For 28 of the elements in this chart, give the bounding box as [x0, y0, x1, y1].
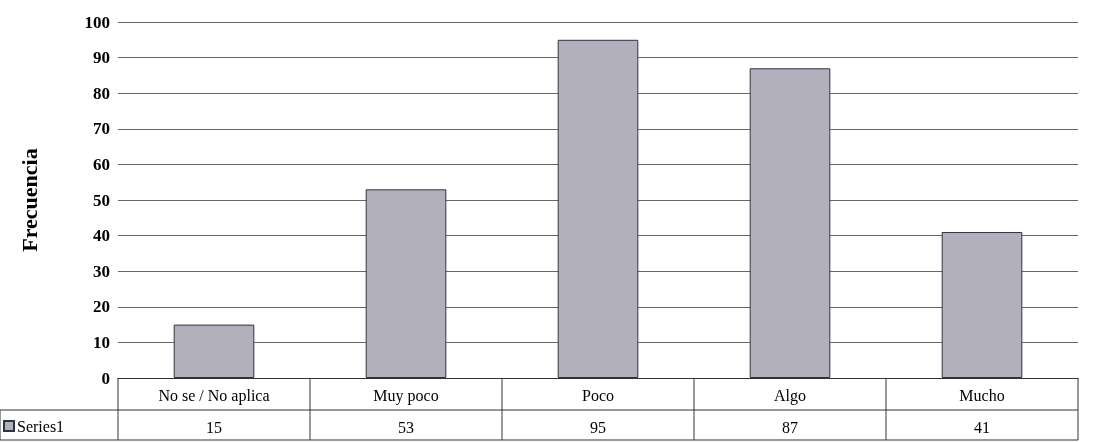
bar: [173, 324, 255, 378]
y-tick-label: 0: [101, 368, 110, 388]
bar: [557, 39, 639, 378]
x-tick-label: Muy poco: [373, 386, 439, 405]
y-tick-label: 90: [93, 48, 110, 68]
y-tick-label: 40: [93, 226, 110, 246]
y-tick-label: 50: [93, 190, 110, 210]
data-label: 41: [974, 418, 990, 436]
data-label: 95: [590, 418, 606, 436]
y-axis-title: Frecuencia: [16, 148, 42, 252]
bar: [941, 232, 1023, 378]
legend-label: Series1: [17, 417, 65, 435]
x-tick-label: Poco: [582, 386, 614, 404]
y-tick-label: 80: [93, 83, 110, 103]
y-tick-label: 60: [93, 154, 110, 174]
y-tick-label: 10: [93, 332, 110, 352]
y-tick-label: 70: [93, 119, 110, 139]
y-tick-label: 100: [84, 12, 110, 32]
y-tick-label: 20: [93, 297, 110, 317]
bar: [749, 68, 831, 378]
x-tick-label: No se / No aplica: [158, 386, 270, 405]
x-tick-label: Algo: [774, 386, 806, 405]
y-tick-label: 30: [93, 261, 110, 281]
data-label: 15: [206, 418, 222, 436]
x-tick-label: Mucho: [959, 386, 1005, 404]
bar: [365, 189, 447, 378]
data-label: 87: [782, 418, 798, 436]
data-label: 53: [398, 418, 414, 436]
